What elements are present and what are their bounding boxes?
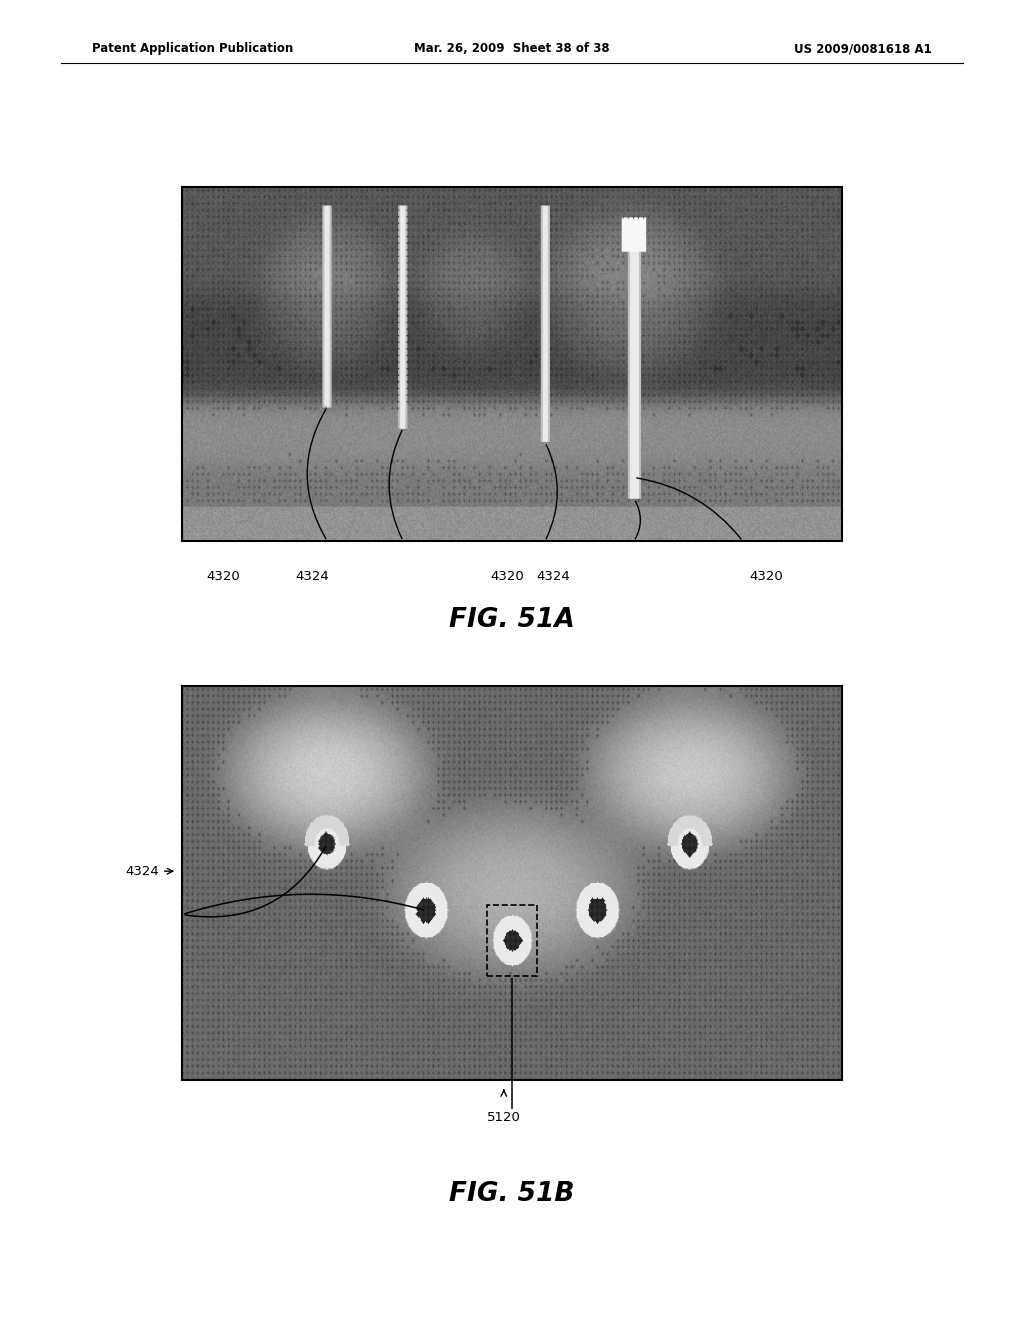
Text: 4320: 4320	[490, 570, 523, 583]
Text: 4320: 4320	[750, 570, 782, 583]
Text: 4324: 4324	[537, 570, 569, 583]
Text: 4320: 4320	[207, 570, 240, 583]
Text: 4324: 4324	[125, 865, 159, 878]
Text: 4324: 4324	[296, 570, 329, 583]
Bar	[487, 904, 537, 975]
Text: Mar. 26, 2009  Sheet 38 of 38: Mar. 26, 2009 Sheet 38 of 38	[414, 42, 610, 55]
Text: Patent Application Publication: Patent Application Publication	[92, 42, 294, 55]
Text: US 2009/0081618 A1: US 2009/0081618 A1	[794, 42, 932, 55]
Text: 5120: 5120	[486, 1111, 521, 1125]
Text: FIG. 51B: FIG. 51B	[450, 1181, 574, 1208]
Text: FIG. 51A: FIG. 51A	[450, 607, 574, 634]
